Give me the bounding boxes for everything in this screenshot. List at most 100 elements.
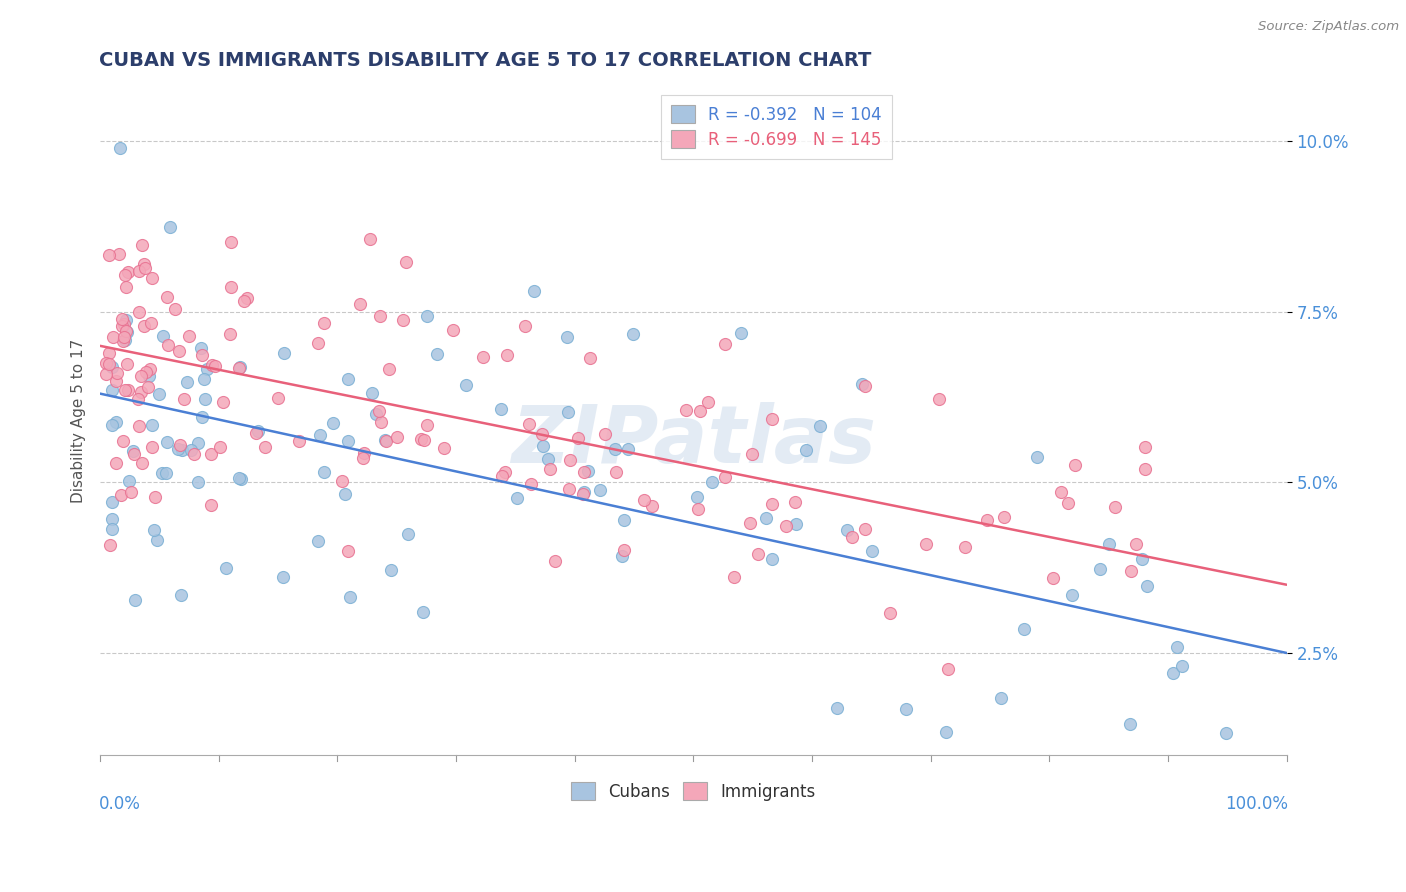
- Point: [894, 702, 917, 716]
- Point: [1042, 571, 1064, 585]
- Point: [108, 247, 131, 261]
- Point: [433, 441, 456, 455]
- Point: [1062, 588, 1084, 602]
- Point: [228, 360, 250, 375]
- Point: [412, 433, 434, 447]
- Point: [686, 501, 709, 516]
- Point: [633, 492, 655, 507]
- Point: [309, 428, 332, 442]
- Point: [111, 312, 134, 326]
- Point: [617, 442, 640, 456]
- Point: [148, 386, 170, 401]
- Point: [496, 348, 519, 362]
- Point: [337, 372, 360, 386]
- Point: [841, 530, 863, 544]
- Y-axis label: Disability Age 5 to 17: Disability Age 5 to 17: [72, 339, 86, 503]
- Point: [138, 368, 160, 383]
- Point: [339, 591, 361, 605]
- Point: [104, 456, 127, 470]
- Point: [97, 357, 120, 371]
- Point: [155, 466, 177, 480]
- Point: [928, 392, 950, 407]
- Point: [139, 316, 162, 330]
- Point: [1125, 537, 1147, 551]
- Point: [377, 362, 399, 376]
- Point: [176, 375, 198, 389]
- Point: [1098, 537, 1121, 551]
- Point: [730, 326, 752, 341]
- Point: [134, 318, 156, 333]
- Point: [247, 424, 270, 438]
- Point: [1215, 726, 1237, 740]
- Point: [156, 289, 179, 303]
- Point: [173, 392, 195, 407]
- Point: [169, 437, 191, 451]
- Point: [115, 325, 138, 339]
- Point: [156, 434, 179, 449]
- Point: [513, 318, 536, 333]
- Point: [537, 452, 560, 467]
- Point: [101, 384, 124, 398]
- Point: [163, 301, 186, 316]
- Point: [204, 359, 226, 373]
- Point: [935, 724, 957, 739]
- Point: [193, 372, 215, 386]
- Point: [723, 570, 745, 584]
- Point: [112, 330, 135, 344]
- Point: [112, 334, 135, 349]
- Point: [352, 450, 374, 465]
- Point: [1130, 551, 1153, 566]
- Point: [208, 440, 231, 454]
- Point: [700, 475, 723, 490]
- Point: [114, 334, 136, 348]
- Point: [129, 385, 152, 400]
- Point: [167, 344, 190, 359]
- Point: [117, 383, 139, 397]
- Point: [576, 464, 599, 478]
- Point: [1090, 561, 1112, 575]
- Point: [1135, 441, 1157, 455]
- Point: [111, 318, 134, 333]
- Point: [219, 235, 242, 249]
- Point: [761, 552, 783, 566]
- Point: [936, 662, 959, 676]
- Point: [416, 310, 439, 324]
- Point: [114, 268, 136, 282]
- Point: [152, 329, 174, 343]
- Point: [127, 392, 149, 407]
- Point: [312, 466, 335, 480]
- Point: [98, 538, 121, 552]
- Point: [236, 291, 259, 305]
- Point: [853, 522, 876, 536]
- Point: [200, 499, 222, 513]
- Point: [101, 418, 124, 433]
- Point: [808, 419, 831, 434]
- Point: [138, 379, 160, 393]
- Point: [201, 359, 224, 373]
- Point: [544, 554, 567, 568]
- Point: [621, 327, 644, 342]
- Point: [105, 416, 128, 430]
- Point: [141, 417, 163, 432]
- Point: [976, 513, 998, 527]
- Point: [531, 439, 554, 453]
- Point: [610, 549, 633, 563]
- Text: 0.0%: 0.0%: [98, 796, 141, 814]
- Point: [111, 434, 134, 448]
- Point: [219, 280, 242, 294]
- Point: [180, 443, 202, 458]
- Point: [314, 316, 336, 330]
- Point: [105, 367, 128, 381]
- Point: [775, 518, 797, 533]
- Point: [333, 487, 356, 501]
- Point: [558, 482, 581, 496]
- Point: [114, 383, 136, 397]
- Point: [134, 260, 156, 275]
- Point: [229, 472, 252, 486]
- Point: [359, 232, 381, 246]
- Point: [115, 313, 138, 327]
- Point: [190, 409, 212, 424]
- Text: ZIPatlas: ZIPatlas: [510, 402, 876, 480]
- Point: [112, 317, 135, 331]
- Point: [825, 701, 848, 715]
